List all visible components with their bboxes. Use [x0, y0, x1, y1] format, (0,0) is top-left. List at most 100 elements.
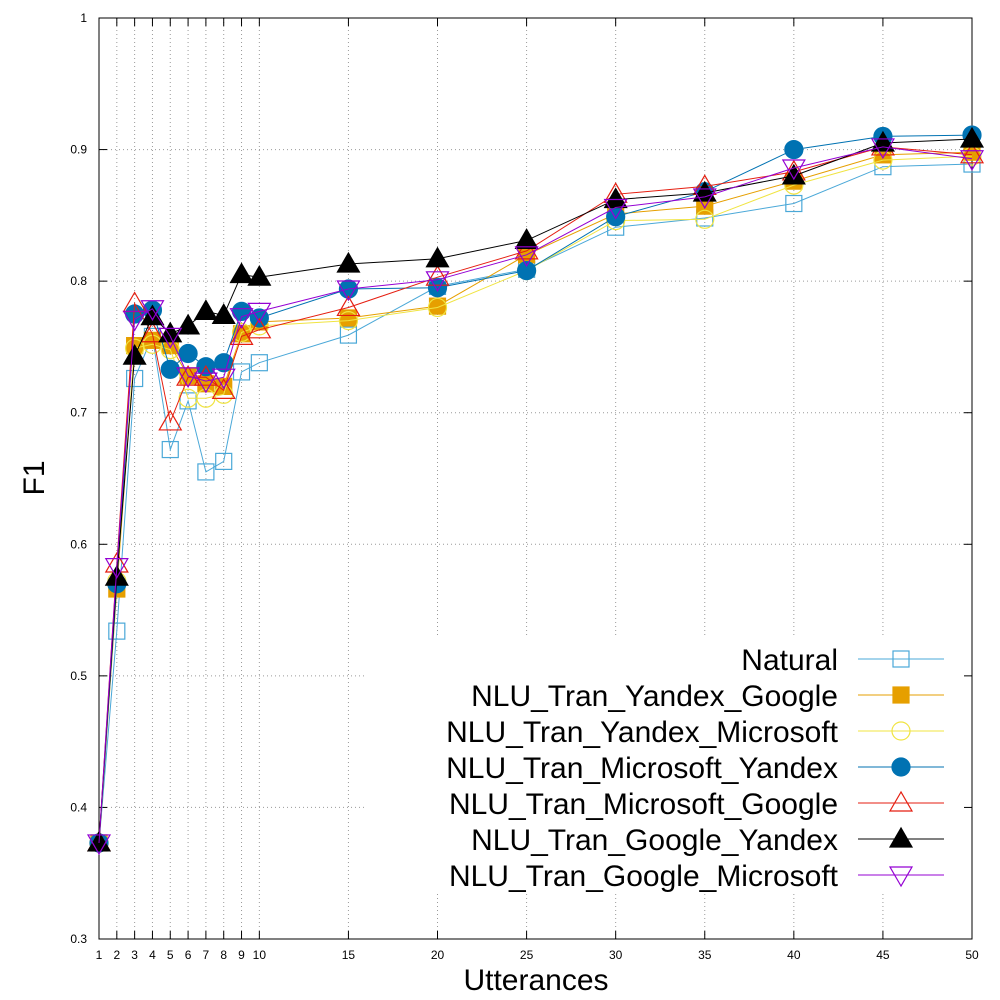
legend-item: NLU_Tran_Yandex_Google	[471, 680, 944, 713]
data-point	[193, 299, 218, 321]
y-tick-label: 0.6	[70, 537, 87, 551]
y-axis-title: F1	[18, 460, 51, 495]
x-tick-label: 9	[238, 948, 245, 962]
legend-marker	[892, 686, 910, 704]
legend-item: NLU_Tran_Yandex_Microsoft	[446, 716, 944, 749]
data-point	[247, 264, 272, 286]
series	[86, 126, 985, 852]
data-point	[425, 246, 450, 268]
x-tick-label: 45	[876, 948, 890, 962]
data-point	[193, 372, 218, 394]
x-tick-label: 7	[203, 948, 210, 962]
legend: NaturalNLU_Tran_Yandex_GoogleNLU_Tran_Ya…	[446, 644, 944, 893]
x-tick-label: 6	[185, 948, 192, 962]
data-point	[870, 138, 895, 160]
data-point	[215, 452, 233, 470]
data-point	[336, 295, 361, 317]
data-point	[516, 261, 537, 281]
x-tick-label: 35	[698, 948, 712, 962]
data-point	[176, 313, 201, 335]
data-point	[427, 278, 448, 298]
legend-label: NLU_Tran_Google_Yandex	[471, 824, 838, 857]
data-point	[959, 150, 985, 171]
x-tick-label: 15	[342, 948, 356, 962]
data-point	[122, 343, 147, 365]
data-point	[140, 300, 165, 321]
series-line	[98, 146, 973, 844]
x-tick-label: 50	[965, 948, 979, 962]
legend-marker	[891, 757, 911, 777]
x-tick-label: 20	[431, 948, 445, 962]
legend-item: NLU_Tran_Google_Microsoft	[449, 860, 944, 893]
data-point	[247, 317, 272, 339]
data-point	[108, 622, 126, 640]
data-point	[229, 308, 254, 329]
data-point	[211, 378, 236, 399]
data-point	[959, 126, 985, 148]
legend-label: Natural	[741, 644, 838, 677]
data-point	[514, 228, 539, 249]
data-point	[514, 246, 539, 268]
data-point	[603, 198, 628, 220]
x-tick-label: 1	[96, 948, 103, 962]
data-point	[176, 364, 201, 386]
y-tick-label: 0.4	[70, 800, 87, 814]
data-point	[104, 558, 129, 579]
y-tick-label: 1	[80, 11, 87, 25]
data-point	[211, 368, 236, 390]
data-point	[338, 311, 359, 331]
y-tick-label: 0.3	[70, 932, 87, 946]
legend-background	[366, 636, 969, 892]
series-layer	[86, 125, 985, 856]
data-point	[193, 364, 218, 386]
x-tick-label: 8	[220, 948, 227, 962]
legend-label: NLU_Tran_Microsoft_Google	[449, 788, 838, 821]
legend-marker	[888, 790, 914, 812]
legend-marker	[888, 826, 914, 848]
legend-item: NLU_Tran_Google_Yandex	[471, 824, 944, 857]
data-point	[104, 564, 129, 586]
legend-item: Natural	[741, 644, 944, 677]
data-point	[781, 163, 806, 185]
data-point	[784, 139, 804, 160]
data-point	[247, 302, 272, 324]
data-point	[781, 159, 806, 181]
data-point	[211, 303, 236, 324]
legend-marker	[892, 650, 910, 668]
data-point	[692, 188, 717, 210]
data-point	[336, 251, 361, 273]
data-point	[250, 354, 268, 372]
data-point	[158, 327, 183, 349]
x-tick-label: 3	[131, 948, 138, 962]
data-point	[339, 309, 358, 327]
data-point	[161, 440, 179, 459]
data-point	[140, 321, 165, 343]
data-point	[336, 280, 361, 302]
data-point	[339, 326, 358, 344]
y-tick-label: 0.8	[70, 274, 87, 288]
x-tick-label: 2	[113, 948, 120, 962]
y-tick-label: 0.7	[70, 406, 87, 420]
data-point	[514, 238, 539, 260]
data-point	[122, 310, 147, 332]
x-tick-label: 5	[167, 948, 174, 962]
data-point	[229, 262, 254, 284]
x-axis-title: Utterances	[463, 964, 608, 997]
x-tick-label: 25	[520, 948, 534, 962]
legend-label: NLU_Tran_Yandex_Google	[471, 680, 838, 713]
data-point	[176, 367, 201, 389]
data-point	[179, 392, 197, 410]
legend-marker	[888, 866, 914, 888]
y-tick-label: 0.5	[70, 669, 87, 683]
legend-marker	[891, 721, 911, 741]
data-point	[959, 142, 985, 164]
legend-item: NLU_Tran_Microsoft_Yandex	[446, 752, 944, 785]
legend-label: NLU_Tran_Yandex_Microsoft	[446, 716, 839, 749]
data-point	[197, 463, 215, 481]
y-tick-label: 0.9	[70, 143, 87, 157]
data-point	[86, 834, 112, 856]
data-point	[231, 322, 252, 343]
data-point	[126, 369, 144, 388]
axis-ticks: 1 2 3 4 5 6 7 8 9 10 15 20 25 30 35 40 45 500.30.40.50.60…	[70, 11, 979, 962]
